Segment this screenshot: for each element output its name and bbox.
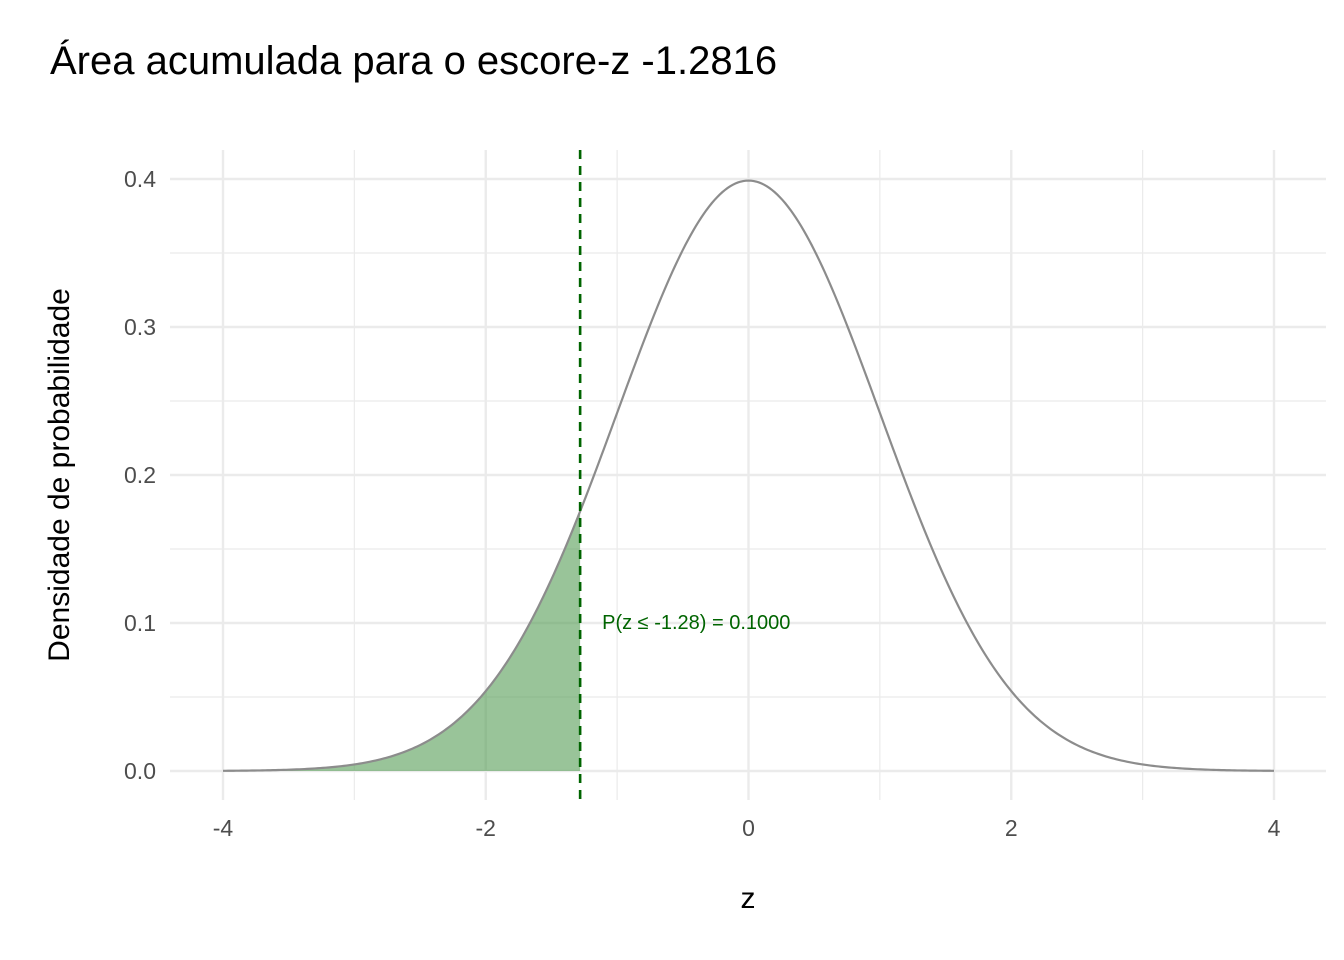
probability-annotation: P(z ≤ -1.28) = 0.1000 [602, 612, 790, 634]
x-axis-title: z [741, 882, 756, 915]
x-tick-label: 4 [1268, 815, 1281, 841]
density-curve [222, 179, 1275, 772]
chart-title: Área acumulada para o escore-z -1.2816 [50, 38, 777, 83]
y-axis-ticks: 0.0 0.1 0.2 0.3 0.4 [124, 166, 156, 784]
x-tick-label: -2 [476, 815, 496, 841]
y-tick-label: 0.3 [124, 314, 156, 340]
y-axis-title: Densidade de probabilidade [43, 288, 76, 662]
y-tick-label: 0.2 [124, 462, 156, 488]
x-tick-label: 0 [742, 815, 755, 841]
grid-major [170, 150, 1326, 800]
x-tick-label: -4 [213, 815, 234, 841]
y-tick-label: 0.4 [124, 166, 156, 192]
y-tick-label: 0.1 [124, 610, 156, 636]
y-tick-label: 0.0 [124, 758, 156, 784]
x-tick-label: 2 [1005, 815, 1018, 841]
x-axis-ticks: -4 -2 0 2 4 [213, 815, 1281, 841]
shaded-area [223, 511, 581, 771]
